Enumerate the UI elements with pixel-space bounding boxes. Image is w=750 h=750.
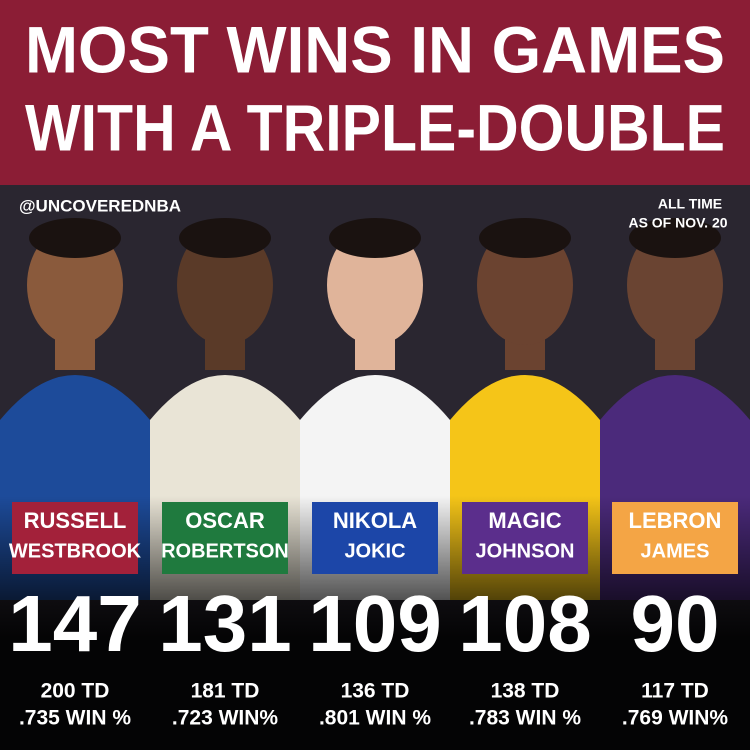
name-box bbox=[12, 502, 138, 574]
player-stats: RUSSELL WESTBROOK 147 200 TD .735 WIN % OSCAR… bbox=[8, 502, 738, 730]
last-name: JAMES bbox=[641, 540, 710, 562]
title-band bbox=[0, 0, 750, 185]
wins: 108 bbox=[458, 579, 591, 668]
first-name: LEBRON bbox=[629, 508, 722, 533]
win-percentage: .723 WIN% bbox=[172, 707, 279, 730]
last-name: JOKIC bbox=[344, 540, 405, 562]
win-percentage: .801 WIN % bbox=[319, 707, 431, 730]
name-box bbox=[162, 502, 288, 574]
first-name: RUSSELL bbox=[24, 508, 127, 533]
wins: 90 bbox=[631, 579, 720, 668]
name-box bbox=[462, 502, 588, 574]
shade bbox=[0, 185, 750, 750]
wins: 109 bbox=[308, 579, 441, 668]
last-name: ROBERTSON bbox=[161, 540, 289, 562]
first-name: OSCAR bbox=[185, 508, 265, 533]
handle: @UNCOVEREDNBA bbox=[19, 196, 181, 215]
win-percentage: .769 WIN% bbox=[622, 707, 729, 730]
title-line: MOST WINS IN GAMES bbox=[25, 12, 725, 86]
triple-doubles: 181 TD bbox=[191, 680, 260, 703]
note: ALL TIME bbox=[658, 196, 722, 212]
note: AS OF NOV. 20 bbox=[628, 215, 727, 231]
win-percentage: .783 WIN % bbox=[469, 707, 581, 730]
first-name: MAGIC bbox=[488, 508, 561, 533]
first-name: NIKOLA bbox=[333, 508, 417, 533]
triple-doubles: 136 TD bbox=[341, 680, 410, 703]
wins: 147 bbox=[8, 579, 141, 668]
title-line: WITH A TRIPLE-DOUBLE bbox=[25, 90, 725, 164]
last-name: WESTBROOK bbox=[9, 540, 142, 562]
triple-doubles: 117 TD bbox=[641, 680, 709, 703]
triple-doubles: 200 TD bbox=[41, 680, 110, 703]
last-name: JOHNSON bbox=[476, 540, 575, 562]
wins: 131 bbox=[158, 579, 291, 668]
name-box bbox=[312, 502, 438, 574]
win-percentage: .735 WIN % bbox=[19, 707, 131, 730]
name-box bbox=[612, 502, 738, 574]
triple-doubles: 138 TD bbox=[491, 680, 560, 703]
